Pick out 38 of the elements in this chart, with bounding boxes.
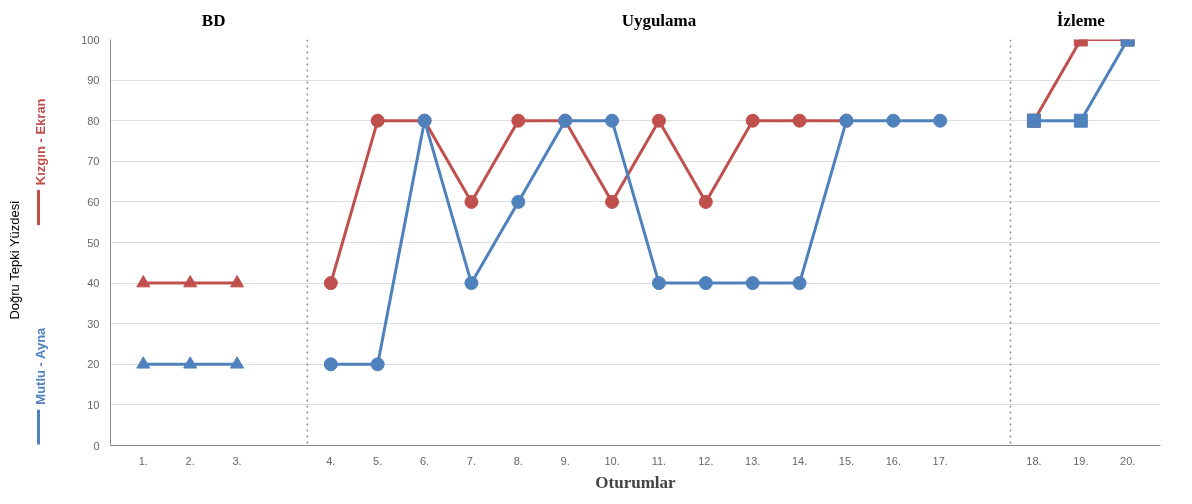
y-tick-label: 10 [87, 398, 100, 411]
x-tick-label: 14. [791, 454, 808, 467]
x-tick-label: 18. [1026, 454, 1042, 467]
text: Kızgın - Ekran [33, 98, 48, 186]
text: Mutlu - Ayna [33, 326, 48, 405]
x-tick-label: 19. [1073, 454, 1089, 467]
x-tick-label: 17. [932, 454, 948, 467]
x-tick-label: 9. [560, 454, 570, 467]
y-tick-label: 40 [87, 277, 100, 290]
x-tick-label: 15. [838, 454, 855, 467]
x-tick-label: 10. [604, 454, 620, 467]
y-axis-title: Doğru Tepki Yüzdesi [7, 200, 22, 320]
x-tick-label: 12. [698, 454, 714, 467]
y-tick-label: 50 [87, 236, 100, 249]
x-tick-label: 20. [1120, 454, 1136, 467]
x-tick-label: 3. [232, 454, 242, 467]
x-tick-label: 1. [138, 454, 148, 467]
x-tick-label: 2. [185, 454, 195, 467]
x-tick-label: 11. [651, 454, 667, 467]
y-tick-label: 20 [87, 358, 100, 371]
y-tick-label: 80 [87, 114, 100, 127]
x-tick-label: 8. [513, 454, 523, 467]
y-tick-label: 30 [87, 317, 100, 330]
x-tick-label: 5. [373, 454, 383, 467]
y-tick-label: 0 [93, 439, 100, 452]
x-tick-label: 16. [885, 454, 901, 467]
x-tick-label: 6. [419, 454, 430, 467]
text: BD [201, 11, 226, 31]
x-tick-label: 7. [466, 454, 477, 467]
y-tick-label: 90 [87, 74, 100, 87]
y-tick-label: 70 [87, 155, 100, 168]
x-tick-label: 4. [326, 454, 336, 467]
text: İzleme [1056, 11, 1106, 31]
y-tick-label: 60 [87, 195, 100, 208]
y-tick-label: 100 [81, 33, 100, 46]
text: Uygulama [621, 11, 697, 31]
x-tick-label: 13. [745, 454, 761, 467]
x-axis-title: Oturumlar [595, 472, 677, 492]
